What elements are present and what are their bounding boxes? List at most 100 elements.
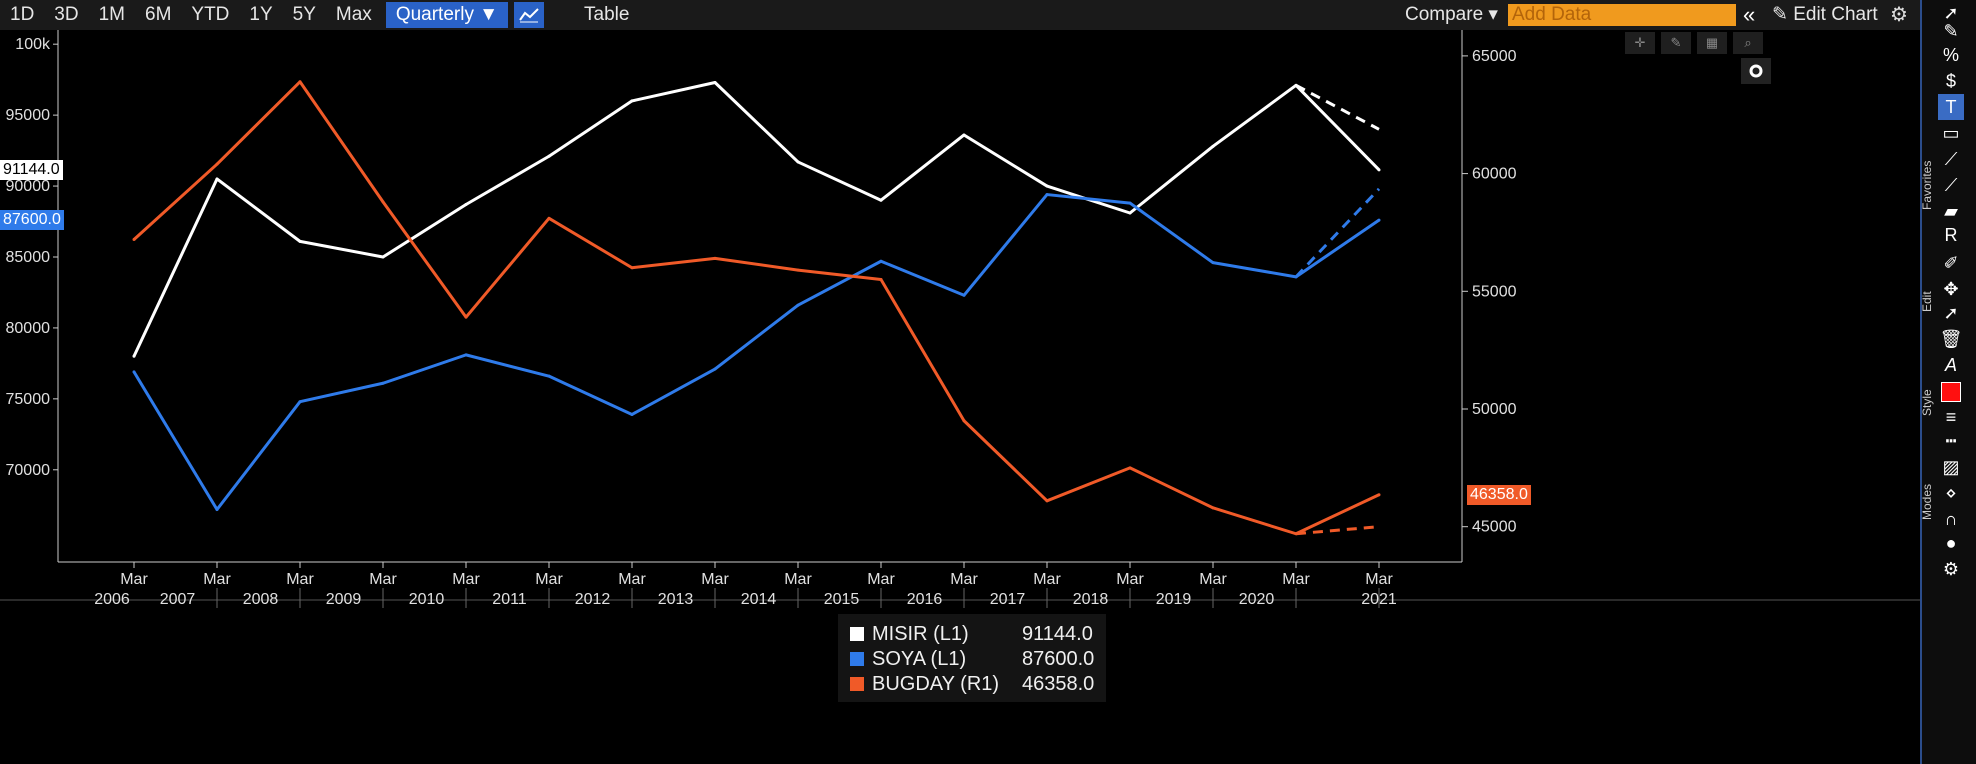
range-button-1y[interactable]: 1Y [249, 4, 273, 25]
x-tick-label: Mar [1199, 571, 1227, 588]
record-circle-button[interactable] [1741, 58, 1771, 84]
rectangle-icon[interactable]: ▭ [1942, 123, 1960, 143]
text-tool-icon[interactable]: T [1938, 94, 1964, 120]
compare-dropdown[interactable]: Compare ▾ [1405, 4, 1498, 25]
range-button-3d[interactable]: 3D [54, 4, 79, 25]
color-swatch-icon[interactable] [1938, 378, 1964, 404]
data-point [962, 419, 966, 423]
series-line-1 [132, 193, 1380, 512]
x-tick-label: Mar [867, 571, 895, 588]
data-point [630, 99, 634, 103]
right-tick-label: 55000 [1472, 283, 1517, 300]
year-label: 2017 [990, 591, 1026, 608]
period-dropdown[interactable]: Quarterly ▼ [385, 2, 509, 28]
year-label: 2006 [94, 591, 130, 608]
x-tick-label: Mar [618, 571, 646, 588]
rail-gear-icon[interactable]: ⚙ [1942, 559, 1960, 579]
data-point [630, 412, 634, 416]
data-point [1045, 193, 1049, 197]
line-style-icon[interactable]: ┅ [1945, 431, 1957, 451]
chart-legend: MISIR (L1) 91144.0 SOYA (L1) 87600.0 BUG… [838, 614, 1106, 702]
data-point [464, 202, 468, 206]
line-tool-icon[interactable]: ⟋ [1944, 149, 1958, 169]
left-tick-label: 85000 [6, 249, 51, 266]
year-label: 2019 [1156, 591, 1192, 608]
data-point [1128, 466, 1132, 470]
range-button-5y[interactable]: 5Y [292, 4, 316, 25]
range-button-max[interactable]: Max [335, 4, 372, 25]
select-icon[interactable]: ➚ [1943, 303, 1959, 323]
projection-line-0 [1295, 84, 1380, 131]
legend-swatch-bugday [850, 677, 864, 691]
year-label: 2016 [907, 591, 943, 608]
range-button-ytd[interactable]: YTD [191, 4, 230, 25]
line-chart-toggle[interactable] [514, 2, 545, 28]
dollar-icon[interactable]: $ [1945, 71, 1956, 91]
save-icon[interactable]: ▦ [1697, 32, 1727, 54]
pointer-icon[interactable]: ➚ [1943, 3, 1959, 23]
hatch-icon[interactable]: ▨ [1942, 457, 1960, 477]
series-line-2 [132, 80, 1380, 536]
rail-label-favorites: Favorites [1920, 160, 1934, 210]
data-point [132, 354, 136, 358]
add-data-input[interactable] [1508, 4, 1736, 26]
year-label: 2020 [1239, 591, 1275, 608]
x-tick-label: Mar [203, 571, 231, 588]
data-point [1377, 168, 1381, 172]
projection-line-1 [1294, 187, 1381, 278]
last-value-tag-bugday: 46358.0 [1467, 484, 1531, 505]
data-point [381, 200, 385, 204]
data-point [1045, 184, 1049, 188]
chart-mini-tools: ✛ ✎ ▦ ⌕ [1625, 32, 1763, 54]
trash-icon[interactable]: 🗑 [1939, 329, 1963, 349]
line-width-icon[interactable]: ≡ [1945, 407, 1957, 427]
data-point [879, 259, 883, 263]
range-button-1d[interactable]: 1D [10, 4, 35, 25]
year-label: 2007 [160, 591, 196, 608]
crosshair-icon[interactable]: ✛ [1625, 32, 1655, 54]
range-buttons: 1D 3D 1M 6M YTD 1Y 5Y Max [0, 0, 382, 30]
channel-icon[interactable]: ▰ [1944, 201, 1958, 221]
data-point [547, 374, 551, 378]
left-tick-label: 70000 [6, 462, 51, 479]
data-point [464, 353, 468, 357]
data-point [215, 177, 219, 181]
legend-swatch-soya [850, 652, 864, 666]
data-point [547, 216, 551, 220]
right-tick-label: 45000 [1472, 519, 1517, 536]
legend-item-misir[interactable]: MISIR (L1) 91144.0 [850, 622, 1093, 646]
trendline-icon[interactable]: ⟋ [1944, 175, 1958, 195]
pen-icon[interactable]: ✎ [1943, 21, 1959, 41]
brush-icon[interactable]: ✐ [1943, 253, 1959, 273]
circle-icon [1749, 64, 1763, 78]
magnet-icon[interactable]: ∩ [1944, 509, 1958, 529]
rail-label-edit: Edit [1920, 291, 1934, 312]
data-point [879, 198, 883, 202]
x-tick-label: Mar [452, 571, 480, 588]
table-button[interactable]: Table [584, 4, 630, 25]
range-button-1m[interactable]: 1M [98, 4, 125, 25]
legend-label-misir: MISIR (L1) [872, 622, 969, 645]
edit-chart-button[interactable]: ✎ Edit Chart [1772, 4, 1878, 25]
data-point [298, 80, 302, 84]
collapse-button[interactable]: « [1743, 2, 1756, 27]
font-icon[interactable]: A [1944, 355, 1957, 375]
right-tick-label: 60000 [1472, 166, 1517, 183]
settings-gear-icon[interactable]: ⚙ [1890, 4, 1908, 26]
range-button-6m[interactable]: 6M [145, 4, 172, 25]
zoom-icon[interactable]: ⌕ [1733, 32, 1763, 54]
legend-item-soya[interactable]: SOYA (L1) 87600.0 [850, 647, 1094, 671]
nodes-icon[interactable]: ⋄ [1945, 483, 1957, 503]
palette-icon[interactable]: ● [1945, 533, 1957, 553]
x-tick-label: Mar [535, 571, 563, 588]
data-point [381, 381, 385, 385]
percent-icon[interactable]: % [1942, 45, 1959, 65]
year-label: 2014 [741, 591, 777, 608]
retracement-icon[interactable]: R [1944, 225, 1958, 245]
draw-line-icon[interactable]: ✎ [1661, 32, 1691, 54]
legend-item-bugday[interactable]: BUGDAY (R1) 46358.0 [850, 672, 1094, 696]
move-icon[interactable]: ✥ [1943, 279, 1959, 299]
year-label: 2010 [409, 591, 445, 608]
year-label: 2011 [492, 591, 527, 608]
data-point [464, 315, 468, 319]
